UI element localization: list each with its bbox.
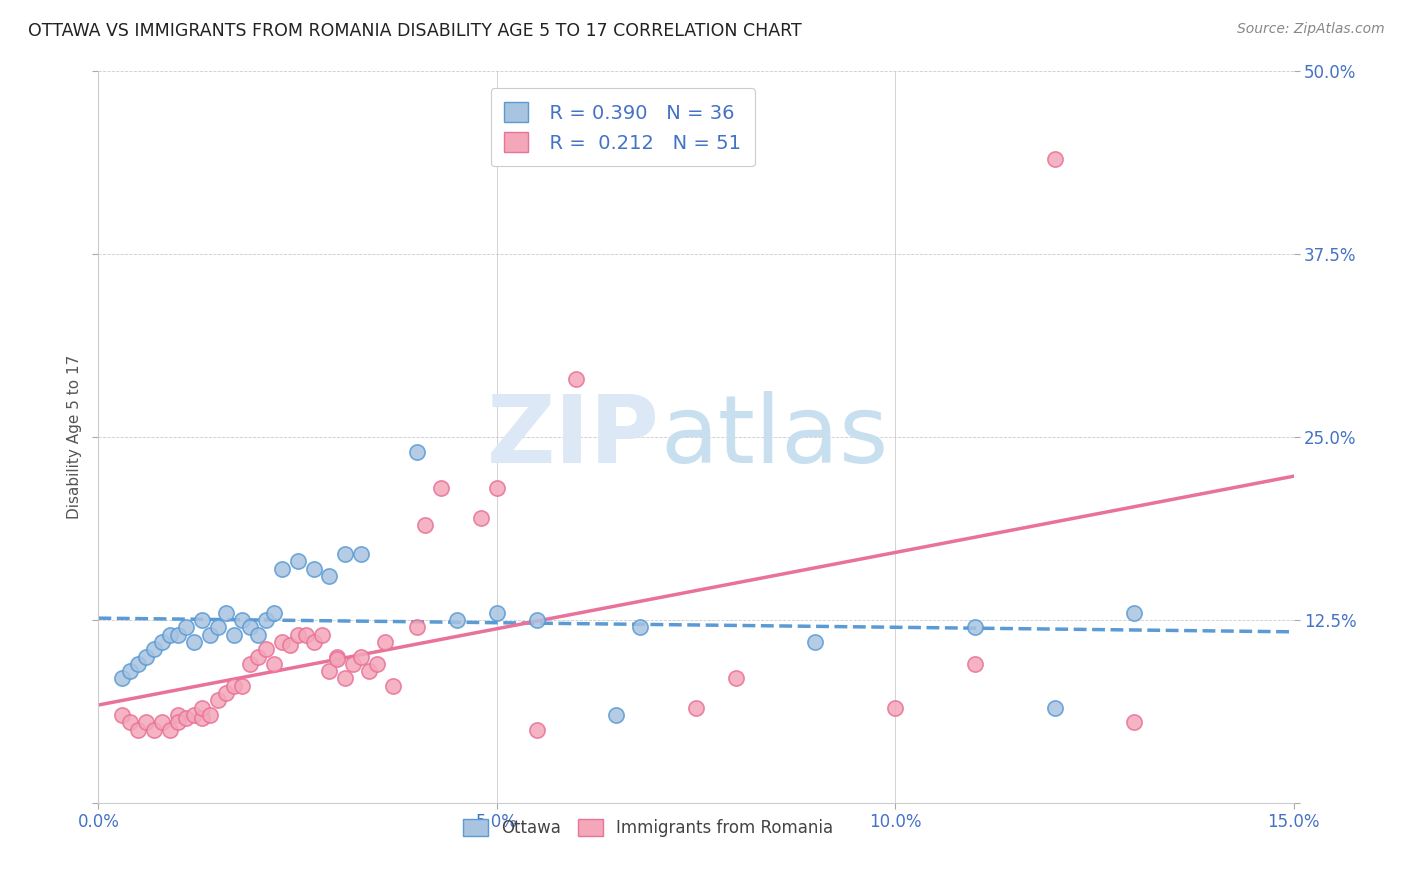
Point <box>135 715 157 730</box>
Point <box>318 569 340 583</box>
Point <box>222 627 245 641</box>
Point <box>685 700 707 714</box>
Point <box>167 715 190 730</box>
Point <box>191 711 214 725</box>
Point <box>254 642 277 657</box>
Point <box>335 547 357 561</box>
Point <box>120 715 142 730</box>
Point <box>239 657 262 671</box>
Point <box>263 657 285 671</box>
Point <box>413 517 436 532</box>
Point <box>302 562 325 576</box>
Point <box>198 708 221 723</box>
Point <box>565 371 588 385</box>
Point <box>254 613 277 627</box>
Point <box>628 620 651 634</box>
Point <box>287 554 309 568</box>
Point <box>159 723 181 737</box>
Point <box>350 649 373 664</box>
Point <box>318 664 340 678</box>
Point <box>526 613 548 627</box>
Point <box>406 444 429 458</box>
Point <box>526 723 548 737</box>
Point <box>294 627 316 641</box>
Point <box>167 627 190 641</box>
Point <box>1043 700 1066 714</box>
Point <box>215 686 238 700</box>
Point <box>174 620 197 634</box>
Point <box>1123 606 1146 620</box>
Point <box>382 679 405 693</box>
Point <box>1123 715 1146 730</box>
Point <box>150 635 173 649</box>
Point <box>215 606 238 620</box>
Point <box>120 664 142 678</box>
Point <box>111 672 134 686</box>
Point <box>326 652 349 666</box>
Point <box>270 635 292 649</box>
Point <box>446 613 468 627</box>
Point <box>191 700 214 714</box>
Point <box>150 715 173 730</box>
Point <box>159 627 181 641</box>
Point <box>239 620 262 634</box>
Point <box>278 638 301 652</box>
Point <box>359 664 381 678</box>
Point <box>246 627 269 641</box>
Point <box>183 635 205 649</box>
Text: Source: ZipAtlas.com: Source: ZipAtlas.com <box>1237 22 1385 37</box>
Point <box>485 481 508 495</box>
Point <box>374 635 396 649</box>
Point <box>231 679 253 693</box>
Point <box>127 723 149 737</box>
Point <box>1043 152 1066 166</box>
Point <box>198 627 221 641</box>
Point <box>183 708 205 723</box>
Point <box>963 620 986 634</box>
Point <box>191 613 214 627</box>
Point <box>207 620 229 634</box>
Point <box>724 672 747 686</box>
Point <box>350 547 373 561</box>
Point <box>804 635 827 649</box>
Point <box>302 635 325 649</box>
Point <box>231 613 253 627</box>
Point <box>884 700 907 714</box>
Point <box>207 693 229 707</box>
Point <box>605 708 627 723</box>
Point <box>143 642 166 657</box>
Point <box>263 606 285 620</box>
Point <box>143 723 166 737</box>
Point <box>174 711 197 725</box>
Y-axis label: Disability Age 5 to 17: Disability Age 5 to 17 <box>66 355 82 519</box>
Point <box>406 620 429 634</box>
Point <box>485 606 508 620</box>
Point <box>963 657 986 671</box>
Point <box>335 672 357 686</box>
Point <box>246 649 269 664</box>
Point <box>127 657 149 671</box>
Text: OTTAWA VS IMMIGRANTS FROM ROMANIA DISABILITY AGE 5 TO 17 CORRELATION CHART: OTTAWA VS IMMIGRANTS FROM ROMANIA DISABI… <box>28 22 801 40</box>
Point <box>111 708 134 723</box>
Text: ZIP: ZIP <box>488 391 661 483</box>
Point <box>167 708 190 723</box>
Point <box>270 562 292 576</box>
Point <box>430 481 453 495</box>
Point <box>342 657 364 671</box>
Point <box>311 627 333 641</box>
Point <box>135 649 157 664</box>
Text: atlas: atlas <box>661 391 889 483</box>
Point <box>222 679 245 693</box>
Legend: Ottawa, Immigrants from Romania: Ottawa, Immigrants from Romania <box>454 811 842 846</box>
Point <box>326 649 349 664</box>
Point <box>287 627 309 641</box>
Point <box>470 510 492 524</box>
Point <box>366 657 388 671</box>
